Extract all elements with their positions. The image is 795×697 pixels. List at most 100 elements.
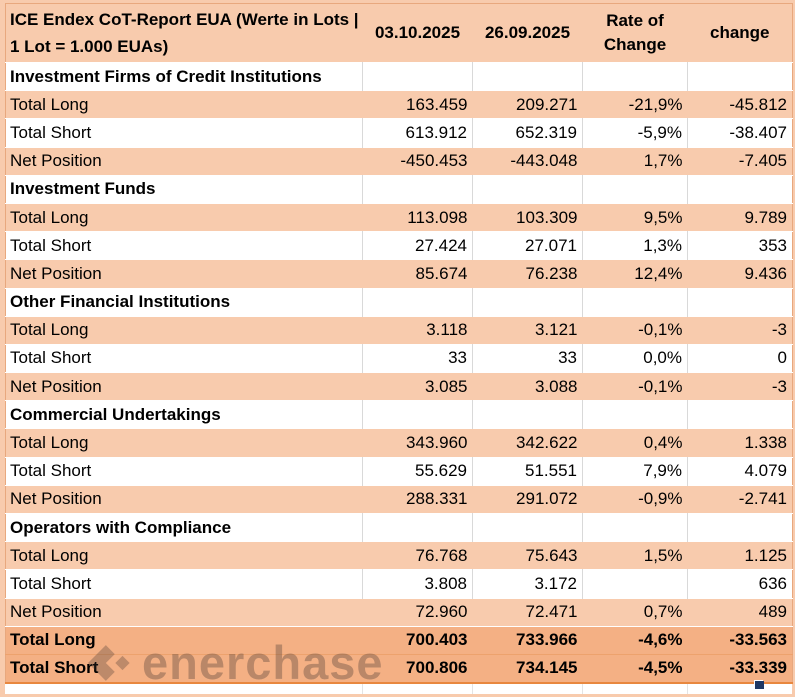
value-current-cell[interactable]: [362, 175, 473, 204]
change-cell[interactable]: 353: [687, 231, 793, 260]
row-label-cell[interactable]: Net Position: [10, 602, 102, 622]
row-label-cell[interactable]: Total Short: [10, 461, 92, 481]
change-cell[interactable]: -3: [771, 320, 787, 340]
change-cell[interactable]: 9.436: [744, 263, 787, 283]
row-label-cell[interactable]: Net Position: [10, 489, 102, 509]
rate-cell[interactable]: 1,3%: [582, 231, 688, 260]
rate-cell[interactable]: [582, 175, 688, 204]
value-current-cell[interactable]: 700.403: [406, 630, 468, 650]
value-previous-cell[interactable]: 652.319: [472, 118, 583, 148]
value-current-cell[interactable]: 163.459: [406, 94, 468, 114]
value-previous-cell[interactable]: 342.622: [516, 433, 578, 453]
row-label-cell[interactable]: Operators with Compliance: [10, 517, 232, 537]
value-previous-cell[interactable]: 103.309: [516, 207, 578, 227]
row-label-cell[interactable]: Total Short: [10, 573, 92, 593]
rate-cell[interactable]: 0,4%: [643, 433, 683, 453]
rate-cell[interactable]: -5,9%: [582, 118, 688, 148]
row-label-cell[interactable]: Other Financial Institutions: [10, 292, 231, 312]
change-cell[interactable]: 4.079: [687, 457, 793, 486]
value-previous-cell[interactable]: 27.071: [472, 231, 583, 260]
value-current-cell[interactable]: 3.085: [424, 376, 468, 396]
change-cell[interactable]: -33.563: [729, 630, 787, 650]
value-previous-cell[interactable]: 3.088: [534, 376, 578, 396]
value-previous-cell[interactable]: -443.048: [510, 151, 578, 171]
value-current-cell[interactable]: 113.098: [407, 207, 468, 227]
value-previous-cell[interactable]: 734.145: [516, 658, 578, 678]
row-label-cell[interactable]: Net Position: [10, 151, 102, 171]
row-label-cell[interactable]: Total Short: [10, 658, 99, 678]
value-current-cell[interactable]: 55.629: [362, 457, 473, 486]
row-label-cell[interactable]: Total Short: [10, 235, 92, 255]
value-current-cell[interactable]: [362, 62, 473, 91]
row-label-cell[interactable]: Total Long: [10, 207, 89, 227]
rate-cell[interactable]: [582, 400, 688, 429]
value-previous-cell[interactable]: [472, 62, 583, 91]
change-cell[interactable]: [687, 513, 793, 542]
value-current-cell[interactable]: [362, 288, 473, 317]
change-cell[interactable]: [687, 400, 793, 429]
rate-cell[interactable]: 7,9%: [582, 457, 688, 486]
value-current-cell[interactable]: [362, 513, 473, 542]
row-label-cell[interactable]: Investment Firms of Credit Institutions: [10, 66, 322, 86]
rate-cell[interactable]: -0,1%: [638, 376, 683, 396]
value-current-cell[interactable]: 3.808: [362, 569, 473, 599]
row-label-cell[interactable]: Total Short: [10, 122, 92, 142]
value-previous-cell[interactable]: 3.121: [534, 320, 578, 340]
rate-cell[interactable]: [582, 62, 688, 91]
selection-fill-handle[interactable]: [755, 680, 764, 689]
value-current-cell[interactable]: 3.118: [426, 320, 468, 340]
row-label-cell[interactable]: Investment Funds: [10, 179, 156, 199]
row-label-cell[interactable]: Total Long: [10, 545, 89, 565]
row-label-cell[interactable]: Total Short: [10, 348, 92, 368]
rate-cell[interactable]: 1,7%: [643, 151, 683, 171]
value-previous-cell[interactable]: [472, 400, 583, 429]
change-cell[interactable]: -38.407: [687, 118, 793, 148]
value-previous-cell[interactable]: 3.172: [472, 569, 583, 599]
change-cell[interactable]: 636: [687, 569, 793, 599]
change-cell[interactable]: 1.338: [744, 433, 787, 453]
rate-cell[interactable]: -21,9%: [628, 94, 683, 114]
value-previous-cell[interactable]: 733.966: [516, 630, 578, 650]
row-label-cell[interactable]: Net Position: [10, 376, 102, 396]
value-current-cell[interactable]: 85.674: [415, 263, 468, 283]
value-previous-cell[interactable]: 72.471: [525, 602, 578, 622]
column-header-date-current[interactable]: 03.10.2025: [374, 23, 461, 42]
rate-cell[interactable]: [582, 288, 688, 317]
rate-cell[interactable]: [582, 569, 688, 599]
change-cell[interactable]: -2.741: [738, 489, 787, 509]
rate-cell[interactable]: 0,7%: [643, 602, 683, 622]
row-label-cell[interactable]: Total Long: [10, 630, 96, 650]
rate-cell[interactable]: 9,5%: [643, 207, 683, 227]
change-cell[interactable]: 1.125: [744, 545, 787, 565]
value-previous-cell[interactable]: 51.551: [472, 457, 583, 486]
row-label-cell[interactable]: Net Position: [10, 263, 102, 283]
rate-cell[interactable]: -0,1%: [638, 320, 683, 340]
value-current-cell[interactable]: 343.960: [406, 433, 468, 453]
value-previous-cell[interactable]: 33: [472, 344, 583, 373]
rate-cell[interactable]: 0,0%: [582, 344, 688, 373]
value-current-cell[interactable]: 613.912: [362, 118, 473, 148]
column-header-date-previous[interactable]: 26.09.2025: [484, 23, 571, 42]
value-current-cell[interactable]: 700.806: [406, 658, 468, 678]
change-cell[interactable]: [687, 62, 793, 91]
value-current-cell[interactable]: 72.960: [415, 602, 468, 622]
change-cell[interactable]: -3: [771, 376, 787, 396]
row-label-cell[interactable]: Total Long: [10, 94, 89, 114]
change-cell[interactable]: 0: [687, 344, 793, 373]
column-header-rate-of-change[interactable]: Rate of Change: [603, 11, 667, 54]
row-label-cell[interactable]: Total Long: [10, 320, 89, 340]
value-current-cell[interactable]: [362, 400, 473, 429]
rate-cell[interactable]: -4,5%: [638, 658, 683, 678]
change-cell[interactable]: -45.812: [729, 94, 787, 114]
rate-cell[interactable]: 12,4%: [634, 263, 683, 283]
change-cell[interactable]: [687, 175, 793, 204]
change-cell[interactable]: -33.339: [729, 658, 787, 678]
value-previous-cell[interactable]: 291.072: [516, 489, 578, 509]
rate-cell[interactable]: -0,9%: [638, 489, 683, 509]
value-current-cell[interactable]: 76.768: [415, 545, 468, 565]
value-previous-cell[interactable]: 75.643: [525, 545, 578, 565]
change-cell[interactable]: -7.405: [738, 151, 787, 171]
change-cell[interactable]: 489: [758, 602, 787, 622]
rate-cell[interactable]: 1,5%: [643, 545, 683, 565]
value-current-cell[interactable]: -450.453: [400, 151, 468, 171]
